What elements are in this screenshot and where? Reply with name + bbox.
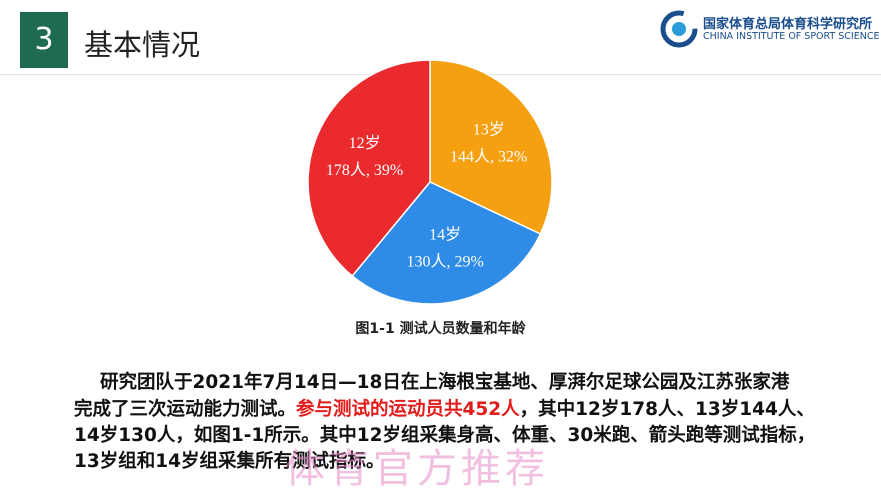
pie-chart: 13岁 144人, 32% 14岁 130人, 29% 12岁 178人, 39% (307, 59, 553, 305)
watermark: 体育官方推荐 (285, 446, 549, 492)
text: 完成了三次运动能力测试。 (74, 399, 297, 420)
section-title: 基本情况 (84, 28, 201, 62)
org-name: 国家体育总局体育科学研究所 (703, 17, 873, 32)
slice-label: 13岁 (473, 120, 505, 138)
pie-slice (307, 59, 431, 278)
slice-label: 14岁 (429, 226, 461, 244)
pie-slice (429, 59, 553, 235)
paragraph-line: 13岁组和14岁组采集所有测试指标。 (74, 451, 385, 472)
slice-value-label: 144人, 32% (450, 147, 527, 165)
section-number: 3 (20, 12, 68, 68)
text: ，其中12岁178人、13岁144人、 (519, 399, 815, 420)
pie-slice (351, 181, 542, 305)
slice-value-label: 178人, 39% (326, 161, 403, 179)
paragraph-line: 完成了三次运动能力测试。参与测试的运动员共452人，其中12岁178人、13岁1… (74, 395, 815, 421)
slice-label: 12岁 (349, 134, 381, 152)
paragraph-line: 研究团队于2021年7月14日—18日在上海根宝基地、厚湃尔足球公园及江苏张家港 (100, 372, 790, 393)
highlight: 参与测试的运动员共452人 (296, 399, 520, 420)
slice-value-label: 130人, 29% (406, 253, 483, 271)
paragraph-line: 14岁130人，如图1-1所示。其中12岁组采集身高、体重、30米跑、箭头跑等测… (74, 425, 816, 446)
org-name-en: CHINA INSTITUTE OF SPORT SCIENCE (703, 31, 880, 42)
logo (660, 10, 698, 48)
chart-caption: 图1-1 测试人员数量和年龄 (355, 321, 526, 337)
